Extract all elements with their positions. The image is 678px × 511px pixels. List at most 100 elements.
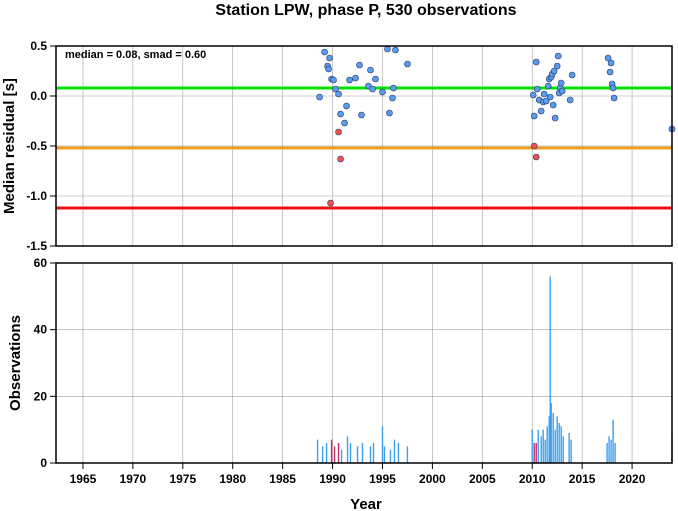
outlier-bar <box>337 443 340 463</box>
residual-point <box>343 102 350 110</box>
residual-point <box>390 84 397 92</box>
x-tick-label: 2010 <box>519 472 546 486</box>
y-tick-label: -1.5 <box>26 239 47 253</box>
residual-point <box>551 114 559 122</box>
residual-point <box>326 54 333 62</box>
year-x-ticks: 1965 1970 1975 1980 1985 1990 1995 2000 2005 2010… <box>70 463 646 486</box>
outlier-point <box>532 153 540 161</box>
observation-bar <box>556 416 558 463</box>
observation-bar <box>406 446 409 463</box>
residual-point <box>610 94 618 102</box>
observation-bar <box>540 436 542 463</box>
chart-title: Station LPW, phase P, 530 observations <box>215 2 516 19</box>
year-x-axis-label: Year <box>350 496 382 511</box>
observation-bar <box>321 446 324 463</box>
residual-point <box>557 79 565 87</box>
residual-point <box>550 67 558 75</box>
observation-bar <box>554 429 556 463</box>
residual-point <box>379 88 386 96</box>
residual-point <box>558 87 566 95</box>
residual-plot-frame <box>55 45 673 247</box>
residual-point <box>542 97 550 105</box>
residual-point <box>566 96 574 104</box>
x-tick-label: 1970 <box>120 472 147 486</box>
observation-bar <box>393 439 396 463</box>
outlier-point <box>337 155 344 163</box>
y-tick-label: 0 <box>40 456 47 470</box>
observation-bar <box>316 439 319 463</box>
observation-bar <box>542 429 544 463</box>
residual-grid <box>56 45 672 247</box>
residual-point <box>356 61 363 69</box>
observation-bar <box>612 419 614 463</box>
residual-point <box>316 93 323 101</box>
outlier-bar <box>330 439 333 463</box>
residual-point <box>389 94 396 102</box>
residual-point <box>553 62 561 70</box>
residual-point <box>367 66 374 74</box>
residual-y-ticks: 0.5 0.0 -0.5 -1.0 -1.5 <box>26 39 56 253</box>
observation-bar <box>614 443 616 463</box>
y-tick-label: -0.5 <box>26 139 47 153</box>
x-tick-label: 1995 <box>369 472 396 486</box>
y-tick-label: 20 <box>34 389 48 403</box>
observation-bar <box>397 443 400 463</box>
observation-bar <box>548 416 550 463</box>
x-tick-label: 1975 <box>169 472 196 486</box>
residual-point <box>325 65 332 73</box>
residual-point <box>607 59 615 67</box>
y-tick-label: 0.5 <box>30 39 47 53</box>
observation-bar <box>383 446 386 463</box>
observation-bar <box>560 426 562 463</box>
residual-point <box>609 84 617 92</box>
x-tick-label: 2005 <box>469 472 496 486</box>
observation-bar <box>562 436 564 463</box>
x-tick-label: 2000 <box>419 472 446 486</box>
observation-bar <box>372 443 375 463</box>
residual-point <box>372 75 379 83</box>
observation-bar <box>361 443 364 463</box>
observation-bar <box>381 426 384 463</box>
y-tick-label: 60 <box>34 256 48 270</box>
residual-points <box>316 45 676 207</box>
residual-point <box>321 48 328 56</box>
outlier-bar <box>533 443 535 463</box>
observation-bar <box>349 443 352 463</box>
observation-bar <box>537 429 539 463</box>
residual-point <box>337 110 344 118</box>
observation-bar <box>544 439 546 463</box>
residual-panel: 0.5 0.0 -0.5 -1.0 -1.5 median = 0.08, smad =… <box>1 39 676 253</box>
observation-bar <box>570 439 572 463</box>
observations-panel: 60 40 20 0 1965 1970 1975 1980 1985 1990 1995 2000… <box>7 256 673 511</box>
observation-bar <box>546 426 548 463</box>
y-tick-label: 40 <box>34 323 48 337</box>
observation-bar <box>369 446 372 463</box>
observation-bar <box>389 449 392 463</box>
observation-bars <box>316 276 673 463</box>
residual-point <box>352 74 359 82</box>
residual-point <box>392 46 399 54</box>
residual-point <box>369 85 376 93</box>
observations-grid <box>56 262 672 464</box>
observation-bar <box>356 446 359 463</box>
observation-bar <box>346 436 349 463</box>
x-tick-label: 1990 <box>319 472 346 486</box>
x-tick-label: 2015 <box>569 472 596 486</box>
observation-bar <box>552 413 554 463</box>
outlier-point <box>530 142 538 150</box>
outlier-point <box>327 199 334 207</box>
observation-bar <box>325 443 328 463</box>
outlier-point <box>335 128 342 136</box>
residual-point <box>533 85 541 93</box>
observation-bar <box>550 403 552 463</box>
residual-point <box>540 90 548 98</box>
residual-point <box>532 58 540 66</box>
y-tick-label: 0.0 <box>30 89 47 103</box>
outlier-bar <box>535 443 537 463</box>
stats-annotation: median = 0.08, smad = 0.60 <box>65 49 206 61</box>
residual-point <box>554 52 562 60</box>
observation-bar <box>558 423 560 463</box>
residual-point <box>606 68 614 76</box>
residual-point <box>604 54 612 62</box>
